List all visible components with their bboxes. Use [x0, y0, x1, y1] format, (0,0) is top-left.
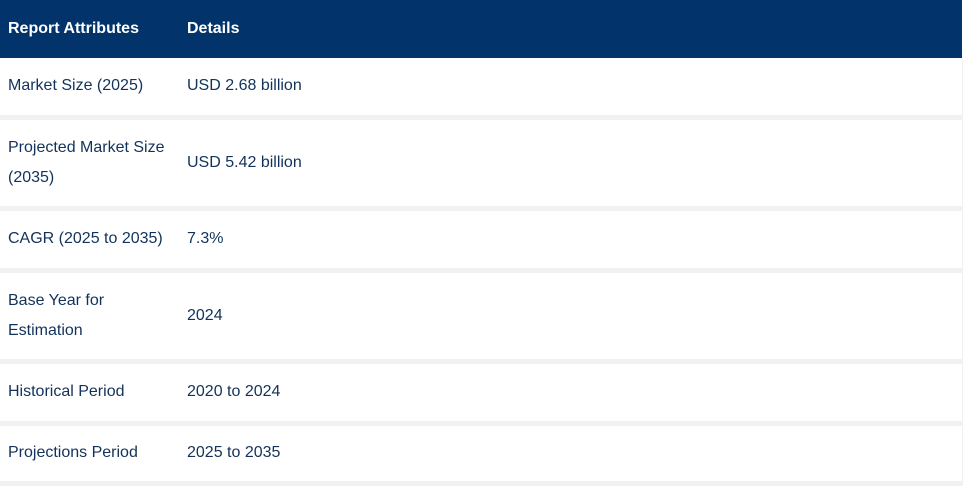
details-cell: USD 2.68 billion — [179, 57, 963, 120]
attribute-cell: Projections Period — [0, 423, 179, 486]
details-cell: USD 5.42 billion — [179, 117, 963, 211]
header-report-attributes: Report Attributes — [0, 0, 179, 58]
details-cell: 2020 to 2024 — [179, 361, 963, 426]
attribute-cell: Base Year for Estimation — [0, 270, 179, 364]
details-cell: 7.3% — [179, 208, 963, 273]
table-row: Historical Period 2020 to 2024 — [0, 361, 963, 426]
table-row: Market Size (2025) USD 2.68 billion — [0, 57, 963, 120]
attribute-cell: Historical Period — [0, 361, 179, 426]
attribute-cell: CAGR (2025 to 2035) — [0, 208, 179, 273]
header-row: Report Attributes Details — [0, 0, 962, 58]
table-row: Base Year for Estimation 2024 — [0, 270, 963, 364]
attribute-cell: Market Size (2025) — [0, 57, 179, 120]
table-row: Projections Period 2025 to 2035 — [0, 423, 963, 486]
attribute-cell: Projected Market Size (2035) — [0, 117, 179, 211]
details-cell: 2024 — [179, 270, 963, 364]
table-row: Projected Market Size (2035) USD 5.42 bi… — [0, 117, 963, 211]
table-header: Report Attributes Details — [0, 0, 962, 58]
header-details: Details — [179, 0, 962, 58]
table-row: CAGR (2025 to 2035) 7.3% — [0, 208, 963, 273]
table-body: Market Size (2025) USD 2.68 billion Proj… — [0, 57, 963, 486]
details-cell: 2025 to 2035 — [179, 423, 963, 486]
